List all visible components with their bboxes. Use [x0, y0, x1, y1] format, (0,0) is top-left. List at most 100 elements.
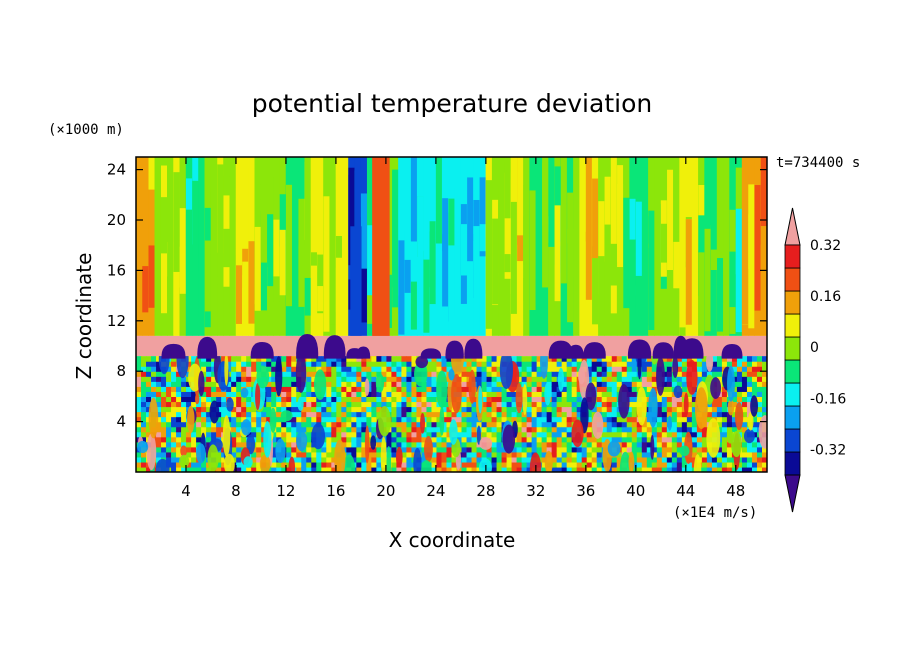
field-cell — [551, 391, 558, 397]
field-cell — [611, 436, 618, 443]
plume — [356, 346, 371, 359]
field-cell — [546, 446, 553, 453]
field-cell — [641, 441, 648, 448]
field-cell — [501, 401, 508, 408]
eddy — [246, 434, 256, 455]
field-cell — [411, 446, 418, 453]
field-cell — [211, 396, 217, 403]
field-cell — [551, 466, 558, 472]
field-cell — [401, 436, 408, 443]
field-cell — [471, 436, 478, 443]
field-cell — [616, 426, 623, 433]
field-cell — [606, 361, 613, 367]
field-cell — [141, 361, 147, 367]
field-cell — [281, 431, 287, 438]
field-cell — [311, 411, 317, 418]
field-cell — [446, 421, 453, 428]
field-cell — [651, 441, 658, 448]
field-cell — [516, 461, 523, 468]
field-cell — [156, 441, 162, 448]
upper-streak — [223, 228, 230, 268]
field-cell — [376, 391, 382, 397]
field-cell — [746, 401, 753, 408]
field-cell — [546, 406, 553, 413]
field-cell — [751, 461, 758, 468]
field-cell — [551, 441, 558, 448]
field-cell — [211, 391, 217, 397]
field-cell — [466, 406, 473, 413]
field-cell — [331, 371, 337, 377]
field-cell — [761, 396, 767, 403]
field-cell — [446, 416, 453, 423]
eddy — [656, 356, 665, 396]
field-cell — [366, 421, 372, 428]
field-cell — [216, 451, 222, 458]
field-cell — [621, 376, 628, 382]
field-cell — [261, 411, 267, 418]
field-cell — [681, 421, 688, 428]
field-cell — [491, 416, 498, 423]
field-cell — [631, 371, 638, 377]
field-cell — [211, 361, 217, 367]
upper-streak — [604, 176, 611, 262]
field-cell — [246, 391, 252, 397]
field-cell — [526, 366, 533, 372]
field-cell — [726, 426, 733, 433]
field-cell — [181, 381, 187, 387]
field-cell — [166, 396, 172, 403]
field-cell — [176, 431, 182, 438]
field-cell — [721, 461, 728, 468]
field-cell — [676, 441, 683, 448]
field-cell — [651, 426, 658, 433]
field-cell — [496, 356, 503, 362]
field-cell — [336, 421, 342, 428]
field-cell — [286, 371, 292, 377]
feature-cold-tongue — [350, 226, 362, 359]
field-cell — [341, 401, 347, 408]
field-cell — [406, 401, 413, 408]
field-cell — [326, 361, 332, 367]
field-cell — [491, 436, 498, 443]
field-cell — [656, 421, 663, 428]
upper-streak — [267, 214, 274, 287]
field-cell — [416, 396, 423, 403]
field-cell — [201, 416, 207, 423]
field-cell — [356, 401, 362, 408]
field-cell — [491, 406, 498, 413]
field-cell — [486, 406, 493, 413]
field-cell — [331, 396, 337, 403]
field-cell — [161, 396, 167, 403]
field-cell — [321, 451, 327, 458]
field-cell — [646, 461, 653, 468]
field-cell — [486, 396, 493, 403]
field-cell — [421, 386, 428, 392]
field-cell — [561, 356, 568, 362]
field-cell — [136, 456, 142, 463]
field-cell — [286, 396, 292, 403]
field-cell — [436, 416, 443, 423]
upper-streak — [548, 231, 555, 324]
field-cell — [641, 446, 648, 453]
field-cell — [606, 366, 613, 372]
field-cell — [526, 406, 533, 413]
field-cell — [311, 466, 317, 472]
upper-streak — [229, 248, 236, 298]
field-cell — [541, 431, 548, 438]
field-cell — [181, 401, 187, 408]
field-cell — [331, 426, 337, 433]
eddy — [314, 369, 327, 400]
field-cell — [711, 406, 718, 413]
field-cell — [286, 391, 292, 397]
field-cell — [326, 381, 332, 387]
field-cell — [226, 386, 232, 392]
field-cell — [206, 361, 212, 367]
y-unit-label: (×1000 m) — [48, 122, 124, 138]
field-cell — [231, 441, 237, 448]
field-cell — [341, 396, 347, 403]
field-cell — [196, 406, 202, 413]
field-cell — [206, 436, 212, 443]
eddy — [187, 405, 195, 434]
field-cell — [731, 396, 738, 403]
field-cell — [561, 366, 568, 372]
field-cell — [196, 391, 202, 397]
